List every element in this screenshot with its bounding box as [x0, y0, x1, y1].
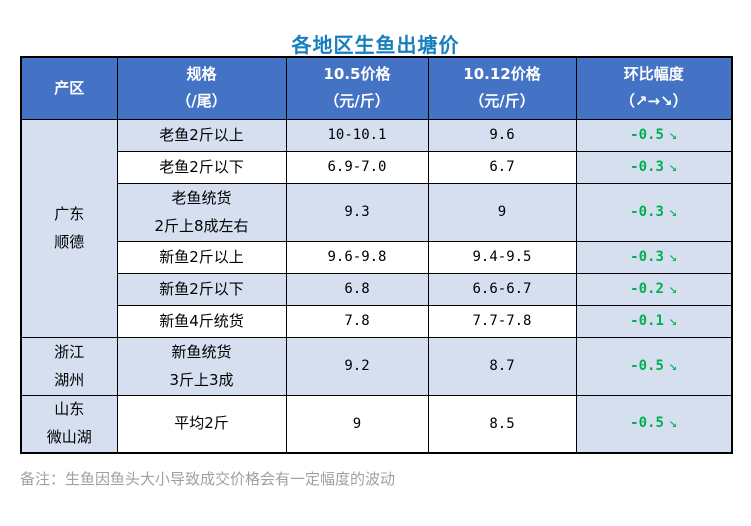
- price-oct12-cell: 7.7-7.8: [427, 304, 577, 338]
- col-header-price-oct5: 10.5价格 （元/斤）: [285, 56, 429, 120]
- spec-cell: 新鱼2斤以下: [116, 272, 287, 306]
- change-cell: -0.1 ↘: [575, 304, 733, 338]
- change-value: -0.2: [630, 280, 664, 297]
- down-right-arrow-icon: ↘: [668, 312, 678, 329]
- price-oct12-cell: 9.6: [427, 118, 577, 152]
- region-cell-zhejiang-huzhou: 浙江 湖州: [20, 336, 118, 396]
- table-row: 老鱼2斤以下 6.9-7.0 6.7 -0.3 ↘: [21, 150, 733, 184]
- down-right-arrow-icon: ↘: [668, 415, 678, 432]
- change-cell: -0.5 ↘: [575, 336, 733, 396]
- down-right-arrow-icon: ↘: [668, 203, 678, 220]
- trend-arrows-icon: （↗→↘）: [619, 92, 688, 111]
- change-value: -0.5: [630, 357, 664, 374]
- table-row: 浙江 湖州 新鱼统货 3斤上3成 9.2 8.7 -0.5 ↘: [20, 336, 733, 396]
- price-oct5-cell: 7.8: [285, 304, 429, 338]
- col-header-spec-label: 规格: [186, 65, 217, 84]
- price-oct12-cell: 6.7: [427, 150, 577, 184]
- price-oct5-cell: 10-10.1: [285, 118, 429, 152]
- col-header-price-oct12-unit: （元/斤）: [469, 92, 535, 111]
- table-row: 新鱼4斤统货 7.8 7.7-7.8 -0.1 ↘: [21, 304, 733, 338]
- col-header-spec: 规格 （/尾）: [116, 56, 287, 120]
- change-value: -0.1: [630, 312, 664, 329]
- price-oct5-cell: 6.8: [285, 272, 429, 306]
- change-cell: -0.3 ↘: [575, 240, 733, 274]
- table-row: 广东 顺德 老鱼2斤以上 10-10.1 9.6 -0.5 ↘: [20, 118, 733, 338]
- price-oct5-cell: 9.3: [285, 182, 429, 242]
- price-oct12-cell: 9.4-9.5: [427, 240, 577, 274]
- change-value: -0.3: [630, 203, 664, 220]
- col-header-region: 产区: [20, 56, 118, 120]
- col-header-price-oct5-unit: （元/斤）: [324, 92, 390, 111]
- col-header-change: 环比幅度 （↗→↘）: [575, 56, 733, 120]
- price-oct5-cell: 9.2: [285, 336, 429, 396]
- down-right-arrow-icon: ↘: [668, 280, 678, 297]
- price-oct12-cell: 8.5: [427, 394, 577, 454]
- change-value: -0.5: [630, 126, 664, 143]
- spec-cell: 新鱼4斤统货: [116, 304, 287, 338]
- price-oct5-cell: 9: [285, 394, 429, 454]
- page-title: 各地区生鱼出塘价: [291, 33, 460, 57]
- col-header-price-oct12: 10.12价格 （元/斤）: [427, 56, 577, 120]
- header-row: 产区 规格 （/尾） 10.5价格 （元/斤） 10.12价格 （元/斤） 环比…: [20, 56, 733, 120]
- spec-cell: 平均2斤: [116, 394, 287, 454]
- down-right-arrow-icon: ↘: [668, 158, 678, 175]
- col-header-price-oct12-label: 10.12价格: [463, 65, 541, 84]
- price-oct5-cell: 9.6-9.8: [285, 240, 429, 274]
- col-header-price-oct5-label: 10.5价格: [323, 65, 391, 84]
- table-row: 山东 微山湖 平均2斤 9 8.5 -0.5 ↘: [20, 394, 733, 454]
- price-oct12-cell: 9: [427, 182, 577, 242]
- down-right-arrow-icon: ↘: [668, 248, 678, 265]
- col-header-change-label: 环比幅度: [623, 65, 684, 84]
- down-right-arrow-icon: ↘: [668, 357, 678, 374]
- change-cell: -0.3 ↘: [575, 182, 733, 242]
- col-header-spec-unit: （/尾）: [176, 92, 227, 111]
- change-value: -0.3: [630, 158, 664, 175]
- price-oct12-cell: 8.7: [427, 336, 577, 396]
- region-cell-guangdong-shunde: 广东 顺德: [20, 118, 118, 338]
- price-oct12-cell: 6.6-6.7: [427, 272, 577, 306]
- spec-cell: 老鱼2斤以下: [116, 150, 287, 184]
- price-oct5-cell: 6.9-7.0: [285, 150, 429, 184]
- change-value: -0.5: [630, 415, 664, 432]
- down-right-arrow-icon: ↘: [668, 126, 678, 143]
- region-cell-shandong-weishanhu: 山东 微山湖: [20, 394, 118, 454]
- fish-price-table: 产区 规格 （/尾） 10.5价格 （元/斤） 10.12价格 （元/斤） 环比…: [20, 56, 733, 454]
- table-row: 新鱼2斤以上 9.6-9.8 9.4-9.5 -0.3 ↘: [21, 240, 733, 274]
- table-row: 老鱼统货 2斤上8成左右 9.3 9 -0.3 ↘: [21, 182, 733, 242]
- spec-cell: 老鱼统货 2斤上8成左右: [116, 182, 287, 242]
- change-cell: -0.5 ↘: [575, 394, 733, 454]
- spec-cell: 老鱼2斤以上: [116, 118, 287, 152]
- spec-cell: 新鱼2斤以上: [116, 240, 287, 274]
- note-text: 备注：生鱼因鱼头大小导致成交价格会有一定幅度的波动: [20, 470, 396, 488]
- change-cell: -0.3 ↘: [575, 150, 733, 184]
- table-row: 新鱼2斤以下 6.8 6.6-6.7 -0.2 ↘: [21, 272, 733, 306]
- spec-cell: 新鱼统货 3斤上3成: [116, 336, 287, 396]
- change-cell: -0.5 ↘: [575, 118, 733, 152]
- change-cell: -0.2 ↘: [575, 272, 733, 306]
- col-header-region-label: 产区: [54, 78, 85, 97]
- change-value: -0.3: [630, 248, 664, 265]
